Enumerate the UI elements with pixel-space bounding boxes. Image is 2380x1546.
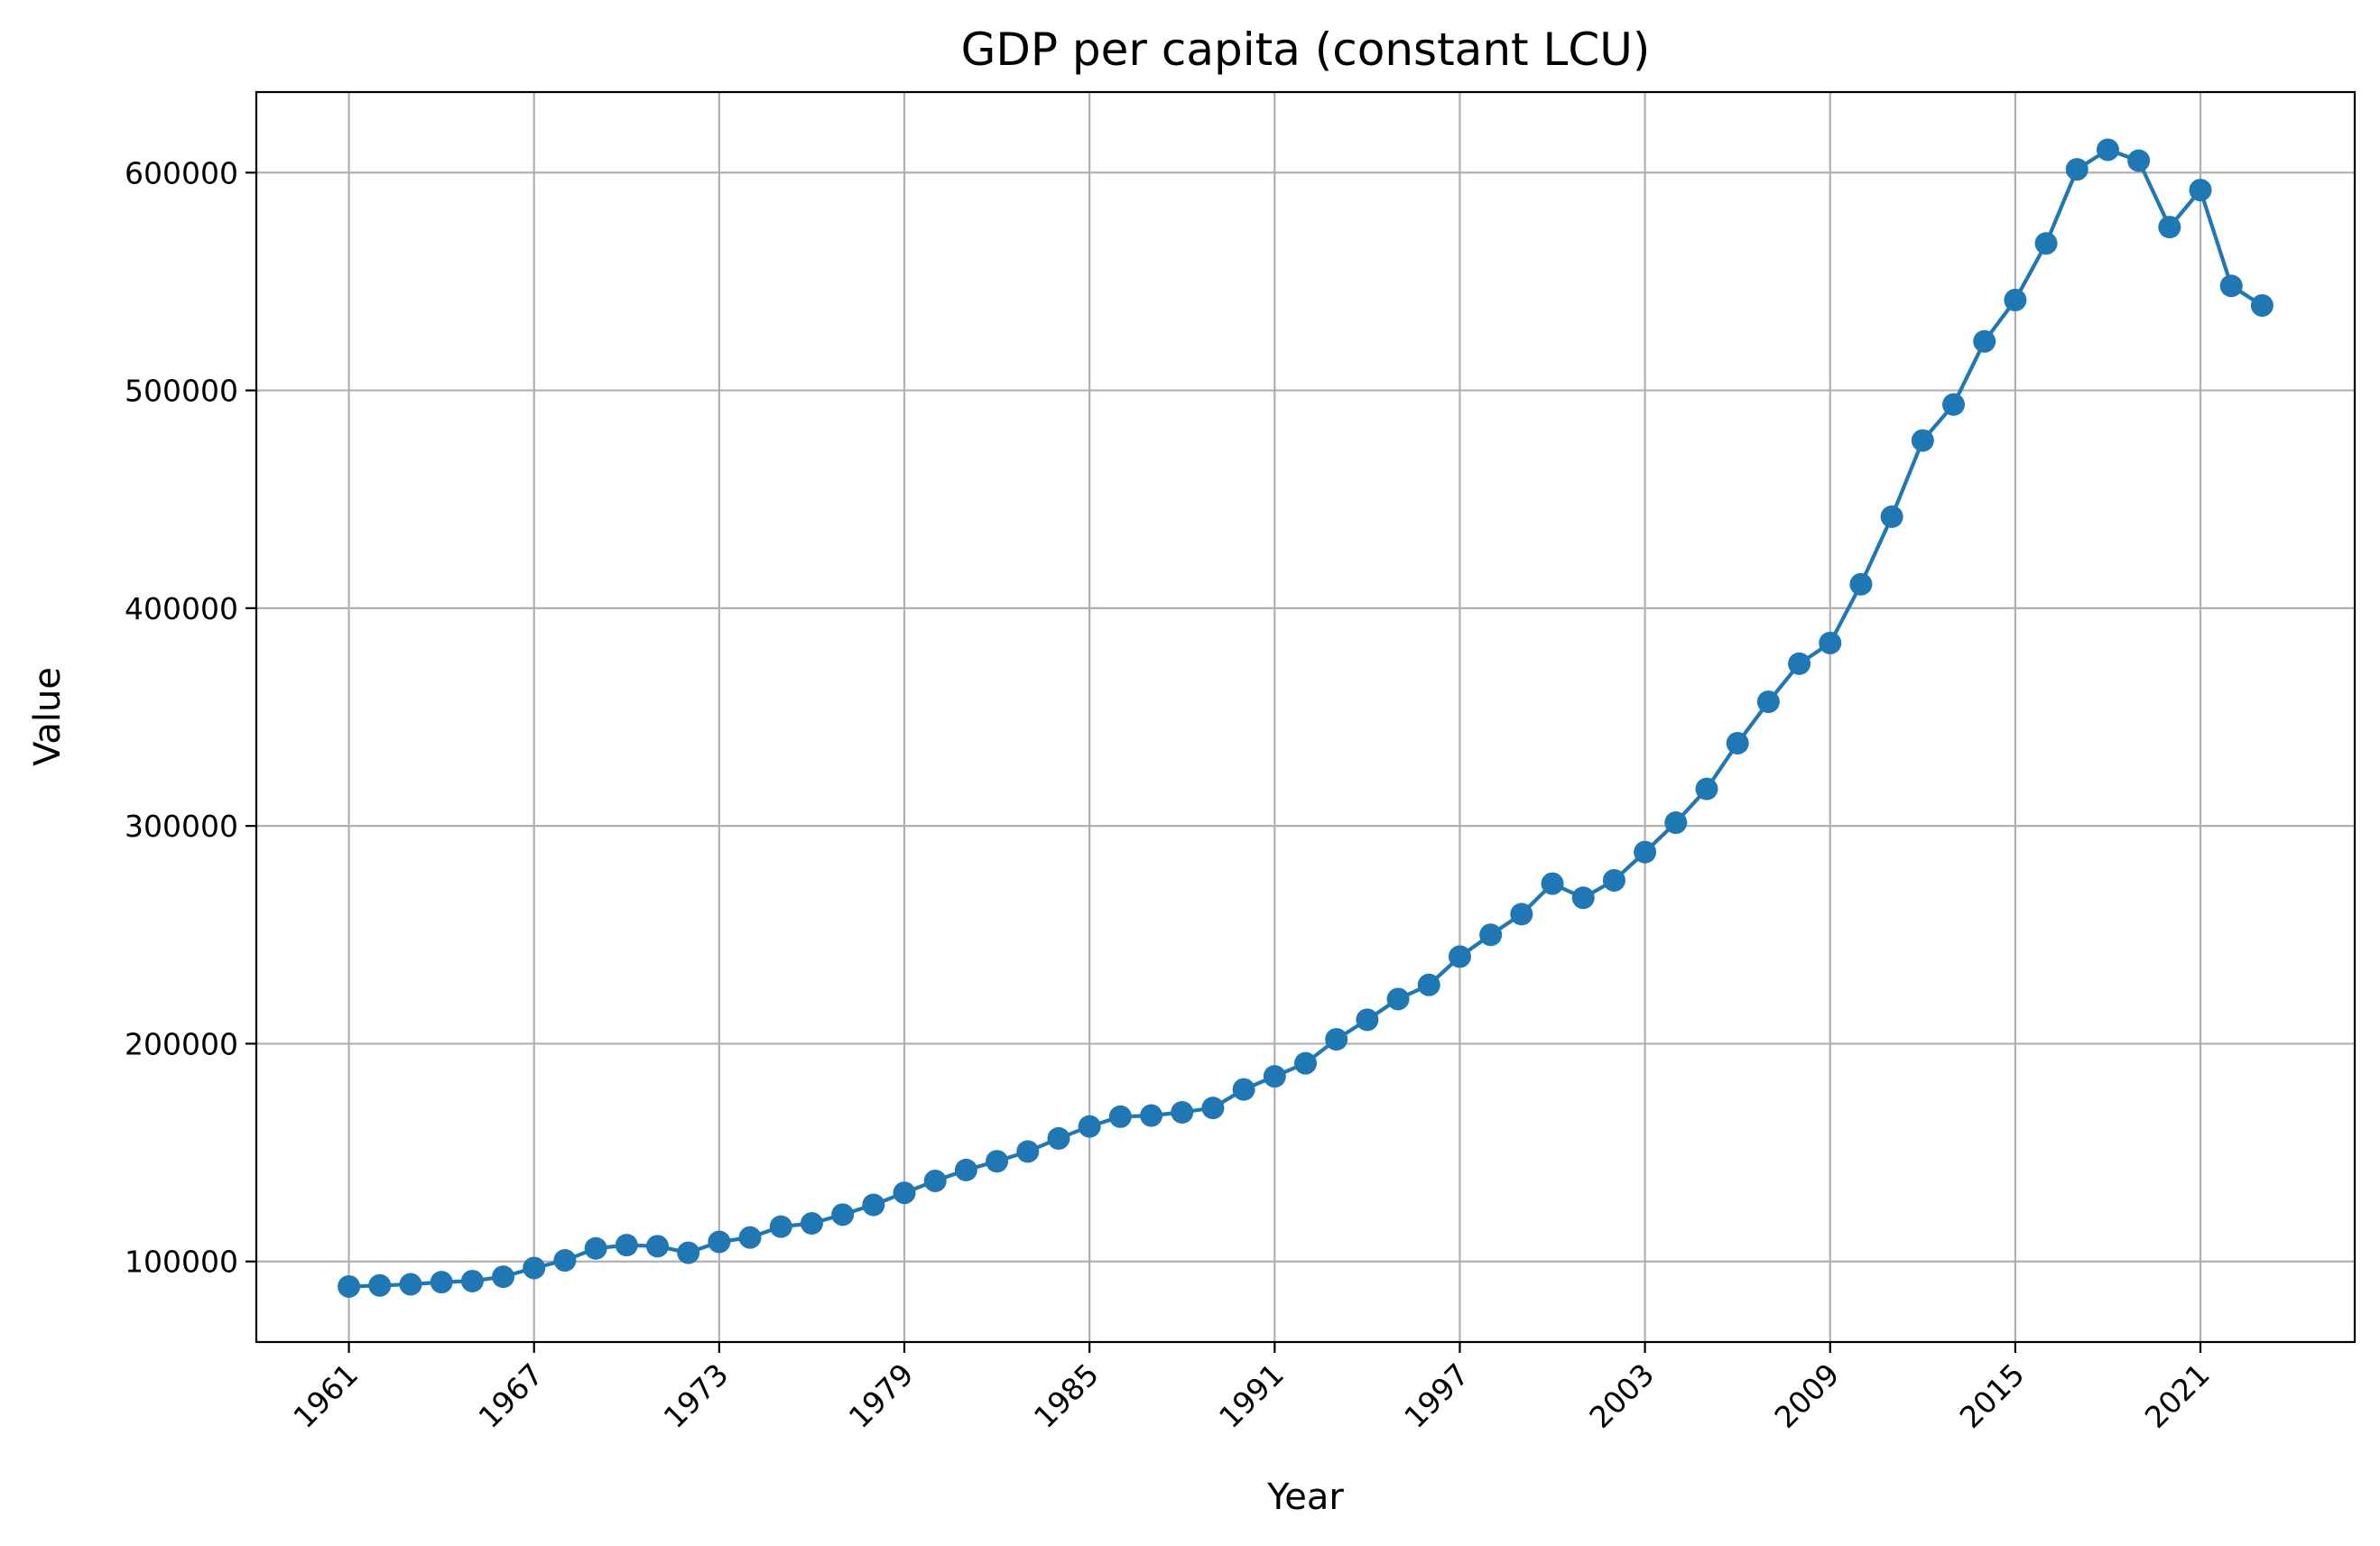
data-point: [1973, 329, 1996, 353]
data-point: [1386, 987, 1410, 1011]
series: [338, 138, 2274, 1298]
data-point: [460, 1269, 484, 1292]
data-point: [430, 1271, 453, 1294]
data-point: [1726, 731, 1749, 754]
data-point: [769, 1215, 792, 1238]
data-point: [645, 1235, 669, 1258]
data-point: [1140, 1104, 1163, 1127]
data-point: [2034, 232, 2058, 255]
data-point: [1356, 1008, 1379, 1032]
data-point: [1417, 973, 1440, 996]
data-point: [1880, 505, 1903, 529]
y-tick-label: 600000: [125, 155, 238, 190]
data-point: [615, 1234, 638, 1257]
x-axis-label: Year: [1266, 1477, 1344, 1518]
data-point: [954, 1158, 977, 1181]
grid: [256, 92, 2355, 1342]
data-point: [338, 1274, 361, 1298]
data-point: [1078, 1115, 1101, 1138]
data-point: [738, 1226, 762, 1249]
data-point: [1479, 923, 1503, 947]
data-point: [2004, 288, 2027, 311]
data-point: [1911, 429, 1934, 452]
data-point: [2096, 138, 2119, 162]
data-point: [1108, 1105, 1132, 1128]
data-point: [1788, 652, 1811, 675]
data-point: [1756, 690, 1780, 714]
data-point: [1171, 1100, 1194, 1124]
data-point: [1634, 840, 1657, 864]
data-point: [1664, 811, 1688, 835]
data-point: [1294, 1051, 1317, 1075]
data-point: [1232, 1078, 1255, 1101]
data-point: [553, 1249, 577, 1273]
data-point: [2250, 293, 2274, 317]
data-point: [831, 1203, 855, 1227]
data-point: [2065, 158, 2088, 181]
y-tick-label: 200000: [125, 1026, 238, 1061]
data-point: [2189, 179, 2212, 202]
data-point: [1571, 886, 1595, 910]
data-point: [1201, 1097, 1225, 1120]
data-point: [1047, 1126, 1070, 1150]
data-point: [492, 1265, 515, 1289]
y-tick-label: 300000: [125, 809, 238, 844]
data-point: [399, 1273, 422, 1296]
plot-frame: [255, 90, 2357, 1344]
y-tick-label: 100000: [125, 1245, 238, 1280]
data-point: [1263, 1065, 1286, 1088]
y-tick-label: 400000: [125, 591, 238, 626]
data-point: [1541, 872, 1564, 895]
data-point: [584, 1236, 607, 1260]
data-point: [523, 1256, 546, 1280]
data-point: [2127, 149, 2151, 172]
data-point: [708, 1230, 731, 1254]
data-point: [893, 1181, 916, 1205]
data-point: [1325, 1028, 1348, 1051]
data-point: [1510, 903, 1533, 926]
data-point: [1602, 868, 1625, 892]
data-point: [1448, 945, 1471, 968]
data-point: [862, 1193, 885, 1217]
data-point: [1819, 631, 1842, 654]
data-point: [1849, 572, 1873, 596]
data-point: [1695, 777, 1718, 801]
y-axis-label: Value: [27, 667, 69, 766]
data-point: [2158, 216, 2181, 239]
data-point: [923, 1169, 947, 1192]
data-point: [368, 1273, 392, 1297]
data-point: [1016, 1140, 1040, 1163]
data-point: [800, 1211, 823, 1235]
data-point: [677, 1241, 700, 1264]
data-point: [1942, 393, 1966, 416]
data-point: [986, 1150, 1009, 1173]
data-point: [2219, 274, 2243, 298]
chart-title: GDP per capita (constant LCU): [961, 23, 1651, 76]
y-tick-label: 500000: [125, 374, 238, 409]
